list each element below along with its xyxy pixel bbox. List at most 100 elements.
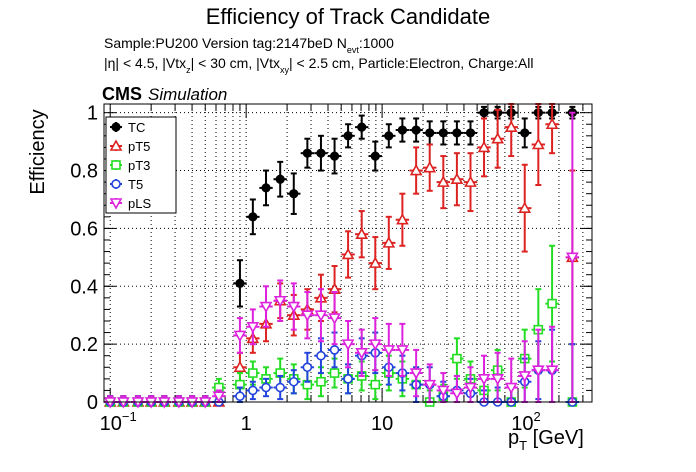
x-tick-label: 1 <box>241 413 252 435</box>
marker <box>355 227 369 239</box>
marker <box>341 247 355 260</box>
y-tick-label: 0.8 <box>70 161 98 183</box>
marker <box>109 198 123 210</box>
marker <box>477 140 491 153</box>
marker <box>248 368 258 378</box>
marker <box>504 120 518 132</box>
marker <box>316 376 326 387</box>
marker <box>368 256 382 268</box>
tick-labels: 0 0.2 0.4 0.6 0.8 1 10−1 1 10 102 <box>70 103 541 435</box>
marker <box>396 213 409 225</box>
marker <box>233 330 247 343</box>
marker <box>111 160 121 170</box>
plot-frame <box>103 103 593 403</box>
marker <box>329 368 340 378</box>
marker <box>423 379 437 392</box>
marker <box>355 348 369 360</box>
marker <box>261 183 271 193</box>
marker <box>438 128 448 138</box>
marker <box>246 321 260 334</box>
marker <box>409 368 423 380</box>
marker <box>491 132 505 144</box>
marker <box>341 339 355 351</box>
chart-title: Efficiency of Track Candidate <box>206 4 491 29</box>
y-tick-label: 0 <box>87 392 98 414</box>
x-tick-label: 102 <box>511 409 540 435</box>
marker <box>409 163 423 176</box>
legend-label: T5 <box>128 177 143 192</box>
selection-cuts: |η| < 4.5, |Vtxz| < 30 cm, |Vtxxy| < 2.5… <box>104 55 533 75</box>
marker <box>425 128 435 138</box>
marker <box>275 382 286 393</box>
y-tick-label: 0.2 <box>70 334 98 356</box>
marker <box>531 137 545 150</box>
marker <box>411 125 421 135</box>
marker <box>547 298 557 309</box>
marker <box>504 382 518 395</box>
x-tick-label: 10−1 <box>100 409 137 435</box>
marker <box>518 201 532 213</box>
marker <box>314 310 328 322</box>
marker <box>368 339 382 351</box>
marker <box>452 128 462 138</box>
marker <box>450 172 464 185</box>
marker <box>531 365 545 377</box>
marker <box>370 379 381 390</box>
marker <box>289 189 299 199</box>
marker <box>491 374 505 386</box>
y-tick-label: 0.6 <box>70 218 98 240</box>
marker <box>288 376 299 387</box>
marker <box>477 374 491 386</box>
marker <box>301 310 314 322</box>
y-tick-label: 1 <box>87 103 98 125</box>
y-tick-label: 0.4 <box>70 276 98 298</box>
legend-label: pLS <box>128 196 151 211</box>
x-tick-label: 10 <box>371 413 393 435</box>
marker <box>111 122 121 132</box>
marker <box>382 236 396 248</box>
marker <box>452 353 462 364</box>
cms-label: CMS Simulation <box>102 84 227 104</box>
marker <box>259 301 273 314</box>
marker <box>287 301 301 314</box>
marker <box>275 174 285 184</box>
marker <box>450 388 464 400</box>
marker <box>235 391 245 402</box>
marker <box>566 252 579 264</box>
marker <box>384 131 394 141</box>
marker <box>520 128 530 138</box>
marker <box>302 148 312 158</box>
marker <box>479 108 489 118</box>
marker <box>111 179 121 189</box>
marker <box>423 161 437 173</box>
marker <box>343 131 353 141</box>
marker <box>109 139 123 151</box>
legend-label: TC <box>128 120 145 135</box>
marker <box>545 117 559 130</box>
marker <box>396 345 409 357</box>
series-t5 <box>103 328 580 407</box>
marker <box>302 362 313 373</box>
marker <box>248 212 258 222</box>
marker <box>370 151 380 161</box>
marker <box>316 350 326 361</box>
marker <box>233 360 247 373</box>
marker <box>316 148 326 158</box>
marker <box>518 371 532 383</box>
marker <box>397 125 407 135</box>
legend: TC pT5 pT3 T5 pLS <box>105 116 177 214</box>
marker <box>248 385 258 396</box>
marker <box>261 382 271 393</box>
marker <box>436 175 450 187</box>
marker <box>357 122 367 132</box>
marker <box>329 151 340 161</box>
marker <box>464 175 477 187</box>
marker <box>382 345 396 357</box>
sample-info: Sample:PU200 Version tag:2147beD Nevt:10… <box>104 35 394 55</box>
legend-label: pT3 <box>128 158 150 173</box>
marker <box>464 382 477 395</box>
marker <box>273 295 287 308</box>
marker <box>343 374 353 384</box>
series-pt3 <box>103 244 580 407</box>
